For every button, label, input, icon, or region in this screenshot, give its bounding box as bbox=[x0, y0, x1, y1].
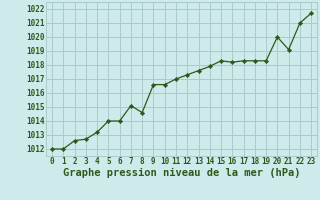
X-axis label: Graphe pression niveau de la mer (hPa): Graphe pression niveau de la mer (hPa) bbox=[63, 168, 300, 178]
